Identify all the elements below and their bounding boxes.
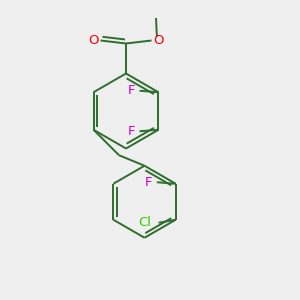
Text: F: F (145, 176, 152, 189)
Text: Cl: Cl (138, 216, 151, 229)
Text: O: O (89, 34, 99, 47)
Text: F: F (128, 125, 135, 138)
Text: O: O (153, 34, 163, 47)
Text: F: F (128, 84, 135, 97)
